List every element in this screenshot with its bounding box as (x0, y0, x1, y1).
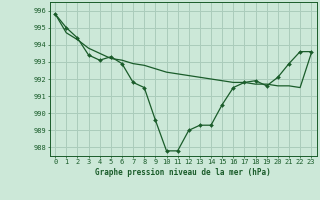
X-axis label: Graphe pression niveau de la mer (hPa): Graphe pression niveau de la mer (hPa) (95, 168, 271, 177)
